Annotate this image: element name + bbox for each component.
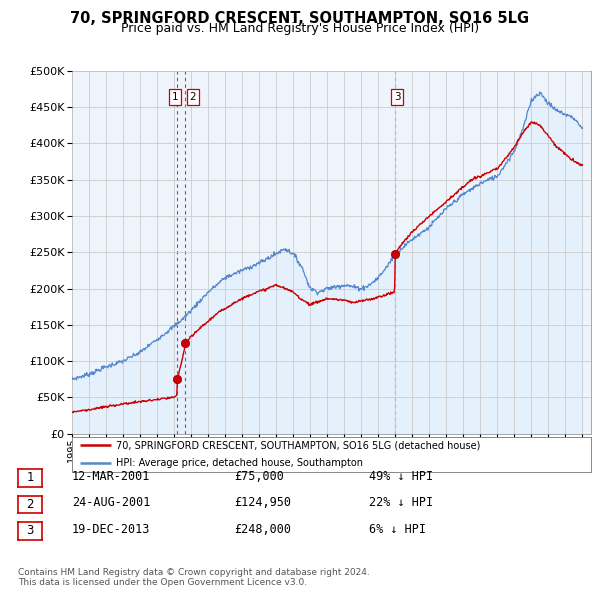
Text: £248,000: £248,000 <box>234 523 291 536</box>
Text: 12-MAR-2001: 12-MAR-2001 <box>72 470 151 483</box>
Text: 70, SPRINGFORD CRESCENT, SOUTHAMPTON, SO16 5LG: 70, SPRINGFORD CRESCENT, SOUTHAMPTON, SO… <box>70 11 530 25</box>
Text: Price paid vs. HM Land Registry's House Price Index (HPI): Price paid vs. HM Land Registry's House … <box>121 22 479 35</box>
Text: 1: 1 <box>26 471 34 484</box>
Text: 24-AUG-2001: 24-AUG-2001 <box>72 496 151 509</box>
Text: £124,950: £124,950 <box>234 496 291 509</box>
Text: 2: 2 <box>26 498 34 511</box>
Text: HPI: Average price, detached house, Southampton: HPI: Average price, detached house, Sout… <box>116 458 363 468</box>
Text: 22% ↓ HPI: 22% ↓ HPI <box>369 496 433 509</box>
Text: 70, SPRINGFORD CRESCENT, SOUTHAMPTON, SO16 5LG (detached house): 70, SPRINGFORD CRESCENT, SOUTHAMPTON, SO… <box>116 441 481 450</box>
Text: 6% ↓ HPI: 6% ↓ HPI <box>369 523 426 536</box>
Text: Contains HM Land Registry data © Crown copyright and database right 2024.
This d: Contains HM Land Registry data © Crown c… <box>18 568 370 587</box>
Text: 49% ↓ HPI: 49% ↓ HPI <box>369 470 433 483</box>
Text: 3: 3 <box>394 92 401 102</box>
Text: £75,000: £75,000 <box>234 470 284 483</box>
Text: 2: 2 <box>190 92 196 102</box>
Text: 1: 1 <box>172 92 178 102</box>
Text: 19-DEC-2013: 19-DEC-2013 <box>72 523 151 536</box>
Text: 3: 3 <box>26 525 34 537</box>
